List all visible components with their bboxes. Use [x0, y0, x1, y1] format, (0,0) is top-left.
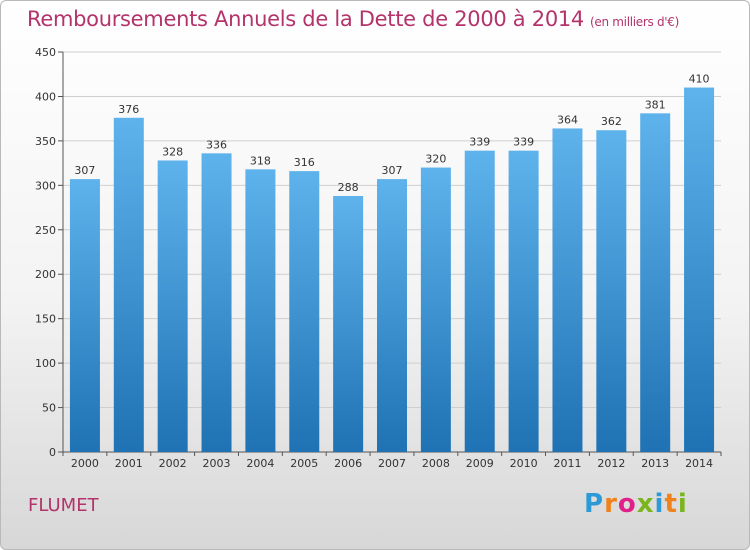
value-label: 362: [601, 115, 622, 128]
x-tick-label: 2006: [334, 457, 362, 470]
title-unit: (en milliers d'€): [590, 15, 680, 29]
x-tick-label: 2012: [597, 457, 625, 470]
data-labels: 2000 307 2001 376 2002 328 2003 336 2004 318 2005 3…: [71, 73, 713, 470]
y-tick-label: 150: [35, 313, 56, 326]
value-label: 320: [425, 153, 446, 166]
bar-2007: [377, 179, 407, 452]
value-label: 364: [557, 113, 578, 126]
bar-2006: [333, 196, 364, 452]
proxiti-logo: Proxiti: [584, 489, 688, 519]
x-tick-label: 2003: [203, 457, 231, 470]
y-tick-label: 250: [35, 224, 56, 237]
y-tick-label: 350: [35, 135, 56, 148]
logo-letter: i: [654, 489, 665, 519]
x-tick-label: 2005: [290, 457, 318, 470]
value-label: 307: [382, 164, 403, 177]
x-tick-label: 2013: [641, 457, 669, 470]
value-label: 328: [162, 145, 183, 158]
x-tick-label: 2009: [466, 457, 494, 470]
x-tick-label: 2010: [510, 457, 538, 470]
value-label: 410: [689, 73, 710, 86]
value-label: 318: [250, 154, 271, 167]
bar-2011: [552, 128, 583, 452]
value-label: 307: [74, 164, 95, 177]
chart-title: Remboursements Annuels de la Dette de 20…: [27, 7, 679, 31]
commune-name: FLUMET: [28, 495, 99, 516]
x-tick-label: 2007: [378, 457, 406, 470]
x-tick-label: 2002: [159, 457, 187, 470]
value-label: 316: [294, 156, 315, 169]
logo-letter: x: [636, 489, 655, 519]
value-label: 336: [206, 138, 227, 151]
y-tick-label: 0: [49, 446, 56, 459]
logo-letter: o: [617, 489, 637, 519]
bar-2004: [245, 169, 276, 453]
bar-2009: [464, 150, 495, 452]
bars: [69, 87, 715, 453]
x-tick-label: 2004: [246, 457, 274, 470]
logo-letter: i: [677, 489, 688, 519]
value-label: 339: [513, 136, 534, 149]
bar-2002: [157, 160, 188, 452]
bar-2014: [684, 87, 715, 453]
bar-2000: [69, 179, 100, 452]
bar-2008: [420, 167, 451, 453]
value-label: 288: [338, 181, 359, 194]
y-tick-label: 200: [35, 268, 56, 281]
x-tick-label: 2000: [71, 457, 99, 470]
x-tick-label: 2001: [115, 457, 143, 470]
bar-2001: [113, 117, 144, 453]
logo-letter: r: [604, 489, 618, 519]
y-tick-label: 400: [35, 90, 56, 103]
y-tick-label: 50: [42, 402, 56, 415]
value-label: 339: [469, 136, 490, 149]
title-text: Remboursements Annuels de la Dette de 20…: [27, 7, 584, 31]
value-label: 381: [645, 98, 666, 111]
bar-2012: [596, 130, 627, 452]
x-tick-label: 2011: [553, 457, 581, 470]
bar-2010: [508, 150, 539, 452]
y-tick-label: 100: [35, 357, 56, 370]
y-tick-label: 300: [35, 179, 56, 192]
bar-2005: [289, 171, 320, 452]
logo-letter: P: [584, 489, 605, 519]
x-tick-label: 2014: [685, 457, 713, 470]
y-tick-label: 450: [35, 46, 56, 59]
bar-2013: [640, 113, 671, 452]
x-tick-label: 2008: [422, 457, 450, 470]
bar-2003: [201, 153, 232, 453]
logo-letter: t: [664, 489, 678, 519]
value-label: 376: [118, 103, 139, 116]
